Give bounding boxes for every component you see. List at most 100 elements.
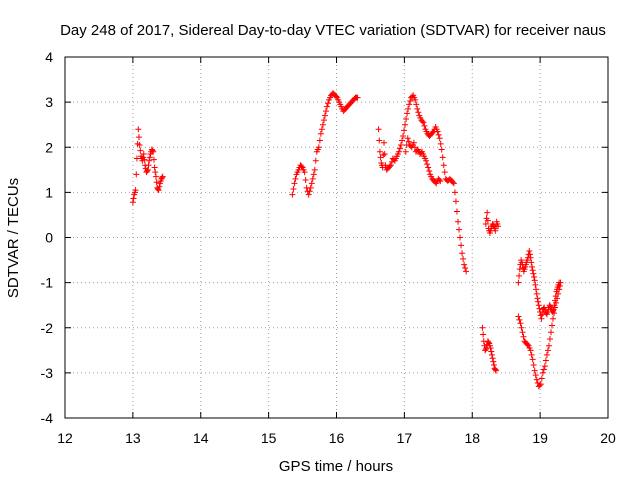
- data-point: [553, 299, 560, 306]
- data-point: [490, 222, 497, 229]
- data-point: [545, 342, 552, 349]
- data-point: [421, 122, 428, 129]
- data-point: [316, 137, 323, 144]
- data-point: [547, 303, 554, 310]
- data-point: [140, 151, 147, 158]
- data-point: [144, 167, 151, 174]
- data-point: [459, 250, 466, 257]
- data-point: [543, 351, 550, 358]
- data-point: [437, 140, 444, 147]
- data-point: [129, 199, 136, 206]
- data-point: [144, 166, 151, 173]
- data-point: [151, 164, 158, 171]
- data-point: [533, 290, 540, 297]
- data-point: [137, 147, 144, 154]
- data-point: [480, 331, 487, 338]
- data-point: [524, 341, 531, 348]
- data-point: [376, 137, 383, 144]
- data-point: [488, 348, 495, 355]
- y-tick-label: 3: [45, 94, 53, 110]
- data-point: [429, 129, 436, 136]
- data-point: [516, 316, 523, 323]
- y-tick-label: -1: [41, 275, 54, 291]
- data-point: [425, 164, 432, 171]
- data-point: [325, 100, 332, 107]
- data-point: [531, 367, 538, 374]
- data-point: [452, 198, 459, 205]
- data-point: [449, 179, 456, 186]
- x-tick-label: 19: [532, 430, 548, 446]
- data-point: [544, 347, 551, 354]
- x-tick-label: 15: [261, 430, 277, 446]
- data-point: [130, 195, 137, 202]
- data-point: [484, 217, 491, 224]
- data-point: [395, 148, 402, 155]
- data-point: [381, 151, 388, 158]
- data-point: [460, 255, 467, 262]
- data-point: [440, 162, 447, 169]
- chart-title: Day 248 of 2017, Sidereal Day-to-day VTE…: [60, 22, 606, 39]
- data-point: [461, 261, 468, 268]
- data-point: [462, 264, 469, 271]
- data-point: [406, 101, 413, 108]
- data-point: [155, 187, 162, 194]
- data-point: [495, 223, 502, 230]
- data-point: [420, 119, 427, 126]
- data-point: [426, 167, 433, 174]
- data-point: [492, 366, 499, 373]
- data-point: [540, 305, 547, 312]
- data-point: [310, 171, 317, 178]
- data-point: [492, 227, 499, 234]
- data-point: [404, 110, 411, 117]
- data-point: [402, 121, 409, 128]
- data-point: [415, 109, 422, 116]
- data-point: [150, 156, 157, 163]
- data-point: [317, 130, 324, 137]
- data-point: [434, 128, 441, 135]
- data-point: [542, 357, 549, 364]
- data-point: [556, 286, 563, 293]
- data-point: [404, 135, 411, 142]
- data-point: [150, 148, 157, 155]
- data-point: [530, 361, 537, 368]
- y-tick-label: 2: [45, 139, 53, 155]
- y-tick-label: -4: [41, 410, 54, 426]
- data-point: [305, 191, 312, 198]
- data-point: [135, 126, 142, 133]
- data-point: [530, 270, 537, 277]
- data-point: [292, 175, 299, 182]
- data-point: [535, 298, 542, 305]
- data-point: [437, 178, 444, 185]
- y-tick-label: 0: [45, 230, 53, 246]
- x-tick-label: 20: [600, 430, 616, 446]
- data-point: [315, 144, 322, 151]
- x-tick-label: 14: [193, 430, 209, 446]
- data-point: [307, 184, 314, 191]
- data-point: [141, 156, 148, 163]
- data-point: [397, 141, 404, 148]
- x-tick-label: 13: [125, 430, 141, 446]
- data-point: [145, 162, 152, 169]
- data-point: [537, 312, 544, 319]
- data-point: [543, 310, 550, 317]
- data-point: [398, 137, 405, 144]
- data-point: [333, 93, 340, 100]
- data-point: [403, 116, 410, 123]
- data-point: [311, 166, 318, 173]
- data-point: [527, 254, 534, 261]
- data-point: [318, 126, 325, 133]
- data-point: [400, 132, 407, 139]
- data-point: [439, 154, 446, 161]
- data-point: [405, 138, 412, 145]
- data-point: [532, 372, 539, 379]
- data-point: [532, 281, 539, 288]
- data-point: [302, 176, 309, 183]
- data-point: [451, 189, 458, 196]
- data-point: [380, 152, 387, 159]
- data-point: [133, 171, 140, 178]
- data-point: [319, 121, 326, 128]
- data-point: [457, 234, 464, 241]
- data-point: [402, 148, 409, 155]
- data-point: [298, 163, 305, 170]
